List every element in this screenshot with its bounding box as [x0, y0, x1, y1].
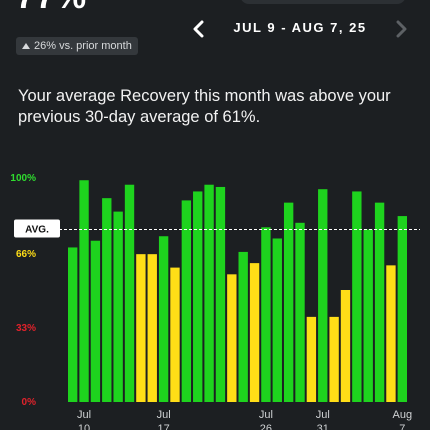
recovery-bar [329, 316, 339, 402]
recovery-bar [397, 216, 407, 402]
recovery-summary: Your average Recovery this month was abo… [18, 87, 391, 126]
x-tick-label: Jul [316, 409, 330, 421]
recovery-bar [147, 254, 157, 402]
x-tick-label: Aug [393, 409, 413, 421]
chevron-left-icon [193, 20, 204, 38]
x-tick-label: Jul [259, 409, 273, 421]
recovery-bar [79, 180, 89, 402]
recovery-bar [363, 229, 373, 402]
recovery-bar [170, 267, 180, 402]
recovery-bar [238, 251, 248, 402]
x-tick-sublabel: 10 [78, 423, 90, 430]
recovery-bar [181, 200, 192, 402]
recovery-bar [215, 186, 226, 402]
average-badge [14, 219, 60, 238]
y-tick-label: 100% [10, 173, 36, 184]
x-tick-sublabel: 26 [260, 423, 272, 430]
recovery-bar [102, 198, 112, 402]
recovery-bar [272, 238, 282, 402]
x-tick-sublabel: 7 [399, 423, 405, 430]
recovery-bar [374, 202, 385, 402]
delta-text: 26% vs. prior month [34, 40, 132, 52]
average-label: AVG. [25, 225, 49, 236]
previous-period-button[interactable] [190, 18, 206, 40]
recovery-bar [227, 274, 237, 402]
recovery-bar [193, 191, 203, 402]
recovery-bar-chart: 100% 66% 33% 0% AVG. Jul 10 Jul 17 Jul 26 Jul 31 Aug 7 [10, 173, 420, 430]
recovery-bar [306, 316, 317, 402]
x-tick-sublabel: 31 [317, 423, 329, 430]
recovery-bar [158, 236, 169, 402]
recovery-bar [113, 211, 123, 402]
range-selector[interactable] [240, 0, 406, 4]
recovery-bar [204, 184, 214, 402]
triangle-up-icon [22, 43, 30, 49]
x-tick-sublabel: 17 [157, 423, 169, 430]
date-range-label: JUL 9 - AUG 7, 25 [233, 20, 367, 35]
y-tick-label: 66% [16, 249, 36, 260]
recovery-bar [136, 254, 146, 402]
recovery-bar [283, 202, 294, 402]
recovery-bar [318, 189, 328, 402]
recovery-bar [295, 222, 305, 402]
next-period-button[interactable] [394, 18, 410, 40]
recovery-value: 77% [16, 0, 87, 17]
recovery-bar [386, 265, 396, 402]
recovery-bar [249, 263, 260, 402]
delta-badge: 26% vs. prior month [16, 37, 138, 55]
recovery-bar [90, 240, 101, 402]
x-tick-label: Jul [77, 409, 91, 421]
recovery-bar [124, 184, 135, 402]
recovery-bar [340, 290, 351, 402]
y-tick-label: 33% [16, 323, 36, 334]
x-tick-label: Jul [157, 409, 171, 421]
recovery-bar [68, 247, 78, 402]
chevron-right-icon [396, 20, 407, 38]
y-tick-label: 0% [22, 397, 37, 408]
recovery-bar [261, 227, 271, 402]
recovery-bar [352, 191, 362, 402]
